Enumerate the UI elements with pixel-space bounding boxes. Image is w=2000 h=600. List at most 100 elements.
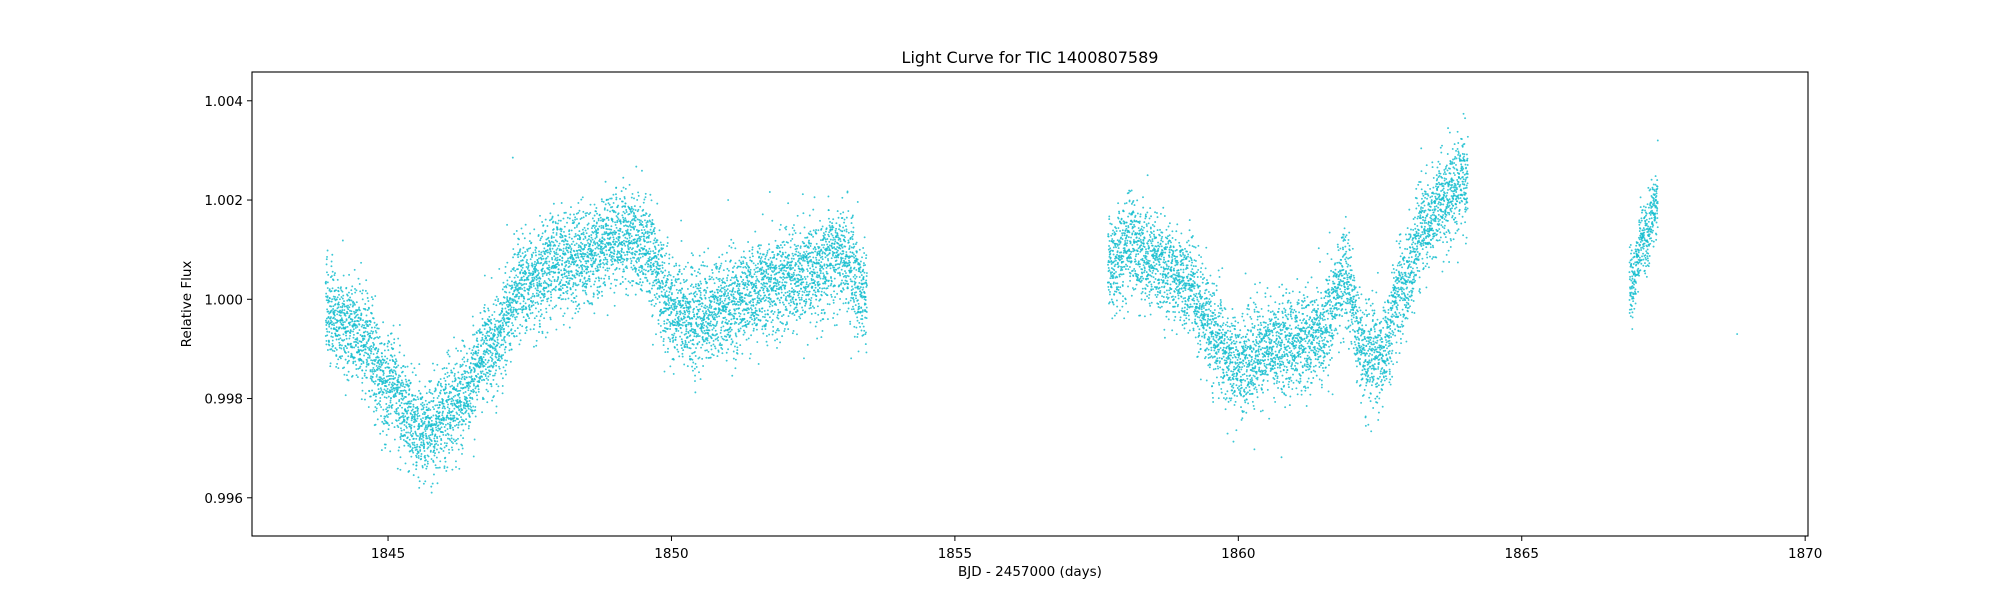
data-point [685, 279, 688, 281]
data-point [457, 423, 460, 426]
data-point [326, 330, 329, 333]
data-point [451, 402, 454, 405]
data-point [648, 234, 651, 237]
data-point [514, 253, 516, 256]
data-point [373, 321, 376, 324]
data-point [337, 290, 340, 293]
data-point [623, 243, 626, 245]
data-point [400, 389, 403, 392]
data-point [358, 367, 361, 370]
data-point [436, 397, 439, 399]
data-point [682, 278, 685, 281]
data-point [503, 296, 506, 299]
data-point [379, 368, 382, 371]
data-point [630, 262, 633, 265]
data-point [698, 254, 701, 257]
data-point [504, 369, 507, 372]
data-point [431, 432, 434, 435]
data-point [623, 270, 626, 273]
data-point [653, 227, 656, 229]
data-point [369, 370, 372, 373]
data-point [658, 296, 661, 298]
data-point [551, 215, 554, 218]
data-point [383, 349, 386, 352]
data-point [515, 274, 518, 277]
data-point [603, 277, 606, 280]
data-point [343, 305, 346, 308]
data-point [392, 360, 395, 363]
data-point [709, 278, 712, 280]
data-point [503, 301, 506, 304]
data-point [374, 336, 377, 339]
data-point [429, 408, 432, 411]
data-point [532, 345, 535, 348]
data-point [416, 443, 419, 446]
data-point [353, 356, 356, 359]
data-point [337, 303, 340, 306]
data-point [342, 333, 345, 336]
data-point [606, 314, 609, 317]
data-point [516, 284, 519, 287]
data-point [415, 448, 418, 451]
data-point [505, 303, 508, 306]
data-point [596, 289, 599, 292]
data-point [615, 267, 618, 269]
data-point [656, 262, 659, 264]
data-point [593, 312, 596, 315]
data-point [519, 248, 522, 251]
data-point [470, 375, 473, 378]
data-point [443, 367, 446, 369]
data-point [540, 258, 543, 261]
data-point [556, 259, 559, 262]
data-point [596, 246, 598, 249]
data-point [615, 237, 618, 240]
data-point [433, 408, 435, 411]
data-point [684, 346, 687, 348]
data-point [692, 343, 695, 346]
data-point [584, 282, 587, 285]
data-point [635, 234, 638, 237]
data-point [421, 423, 424, 426]
data-point [589, 203, 592, 206]
data-point [699, 280, 702, 283]
data-point [703, 294, 706, 297]
data-point [648, 247, 651, 250]
data-point [515, 335, 518, 338]
data-point [685, 330, 688, 333]
data-point [351, 346, 354, 349]
data-point [509, 342, 512, 345]
data-point [655, 282, 658, 285]
data-point [567, 247, 570, 250]
data-point [370, 378, 373, 381]
data-point [508, 276, 511, 279]
data-point [664, 309, 667, 312]
data-point [699, 272, 701, 275]
data-point [623, 197, 626, 200]
data-point [485, 336, 488, 339]
data-point [477, 349, 480, 352]
data-point [367, 406, 370, 408]
data-point [345, 374, 348, 377]
data-point [454, 394, 457, 397]
data-point [332, 279, 335, 282]
data-point [627, 248, 630, 251]
data-point [437, 451, 440, 454]
data-point [686, 288, 689, 290]
data-point [459, 382, 462, 385]
data-point [578, 266, 581, 269]
data-point [581, 272, 584, 275]
data-point [393, 395, 396, 398]
data-point [375, 347, 378, 349]
data-point [635, 216, 637, 219]
data-point [646, 224, 648, 226]
data-point [576, 224, 579, 227]
data-point [690, 325, 693, 328]
data-point [630, 240, 633, 243]
data-point [375, 395, 377, 398]
data-point [449, 411, 451, 414]
data-point [514, 318, 517, 321]
data-point [637, 283, 640, 286]
data-point [622, 210, 625, 213]
data-point [375, 331, 378, 334]
data-point [451, 404, 454, 407]
